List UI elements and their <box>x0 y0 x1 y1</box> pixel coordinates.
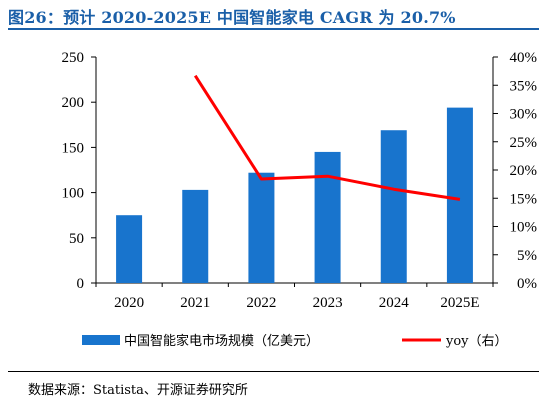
title-underline <box>8 28 539 30</box>
x-tick-label: 2024 <box>379 295 410 311</box>
right-tick-label: 35% <box>510 78 538 94</box>
bar-2021 <box>182 189 209 283</box>
x-tick-label: 2020 <box>114 295 144 311</box>
source-divider <box>8 371 539 372</box>
legend-bar-swatch <box>82 335 120 345</box>
bar-2020 <box>116 215 143 283</box>
bar-2025E <box>446 107 473 284</box>
bar-2023 <box>314 151 341 283</box>
bar-2024 <box>380 130 407 283</box>
left-tick-label: 100 <box>62 186 85 202</box>
x-tick-label: 2022 <box>246 295 276 311</box>
legend-line-label: yoy（右） <box>445 334 508 349</box>
legend-bar-label: 中国智能家电市场规模（亿美元） <box>124 333 319 349</box>
left-tick-label: 150 <box>62 140 85 156</box>
bar-2022 <box>248 172 275 283</box>
chart-title: 图26：预计 2020-2025E 中国智能家电 CAGR 为 20.7% <box>8 8 456 27</box>
right-tick-label: 5% <box>517 248 537 264</box>
left-tick-label: 0 <box>77 276 85 292</box>
right-tick-label: 30% <box>510 107 538 123</box>
left-tick-label: 200 <box>62 95 85 111</box>
right-tick-label: 15% <box>510 191 538 207</box>
left-tick-label: 50 <box>69 231 84 247</box>
right-tick-label: 25% <box>510 135 538 151</box>
source-note: 数据来源：Statista、开源证券研究所 <box>28 383 248 398</box>
right-tick-label: 20% <box>510 163 538 179</box>
x-tick-label: 2025E <box>440 295 479 311</box>
x-tick-label: 2023 <box>313 295 343 311</box>
right-tick-label: 0% <box>517 276 537 292</box>
right-tick-label: 10% <box>510 220 538 236</box>
left-tick-label: 250 <box>62 50 85 66</box>
right-tick-label: 40% <box>510 50 538 66</box>
x-tick-label: 2021 <box>180 295 210 311</box>
